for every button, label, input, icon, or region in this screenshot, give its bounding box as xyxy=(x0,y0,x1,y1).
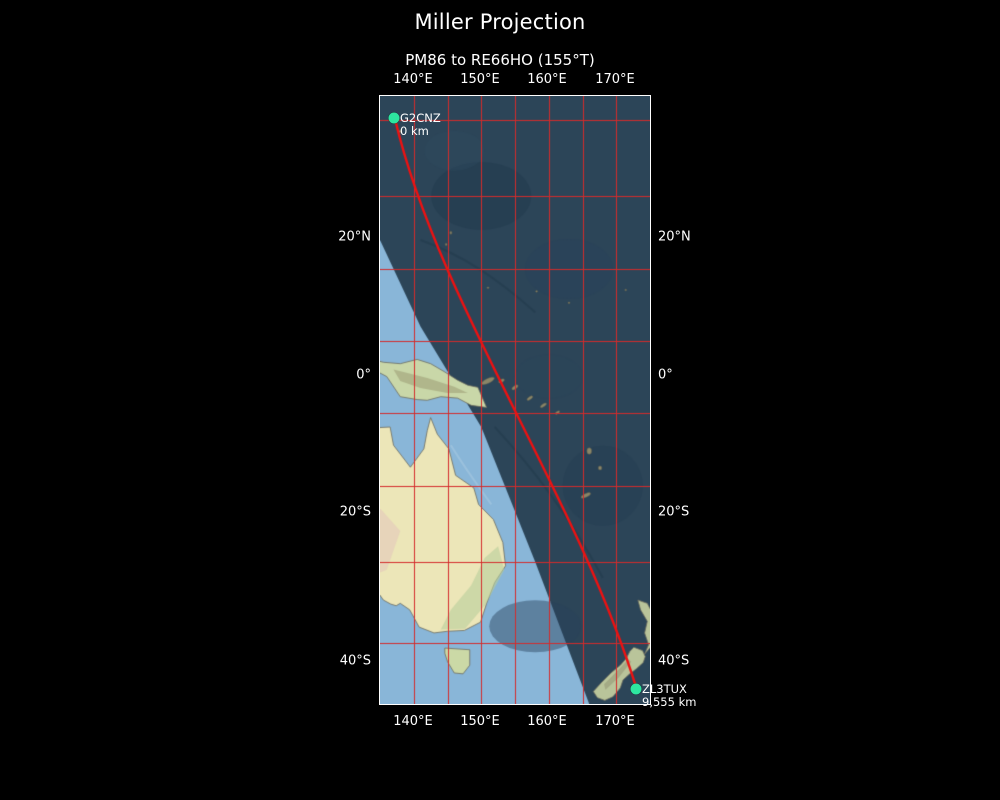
axis-tick-bottom-3: 170°E xyxy=(595,714,635,729)
axis-tick-right-3: 40°S xyxy=(658,653,690,669)
end-label: ZL3TUX 9,555 km xyxy=(642,683,696,709)
axis-tick-left-0: 20°N xyxy=(338,229,371,245)
axis-tick-bottom-2: 160°E xyxy=(527,714,567,729)
start-label: G2CNZ 0 km xyxy=(400,112,441,138)
axis-tick-top-1: 150°E xyxy=(460,72,500,87)
axis-tick-top-0: 140°E xyxy=(393,72,433,87)
map-canvas[interactable] xyxy=(380,96,650,704)
end-marker[interactable] xyxy=(630,683,642,695)
axis-tick-right-2: 20°S xyxy=(658,504,690,520)
axis-tick-top-2: 160°E xyxy=(527,72,567,87)
map-frame[interactable] xyxy=(379,95,651,705)
axis-tick-right-1: 0° xyxy=(658,367,673,383)
axis-tick-bottom-1: 150°E xyxy=(460,714,500,729)
page-title: Miller Projection xyxy=(414,10,586,34)
end-label-callsign: ZL3TUX xyxy=(642,682,687,696)
axis-tick-right-0: 20°N xyxy=(658,229,691,245)
axis-tick-left-3: 40°S xyxy=(339,653,371,669)
start-label-distance: 0 km xyxy=(400,124,429,138)
axis-tick-left-1: 0° xyxy=(356,367,371,383)
start-label-callsign: G2CNZ xyxy=(400,111,441,125)
axis-tick-left-2: 20°S xyxy=(339,504,371,520)
page-subtitle: PM86 to RE66HO (155°T) xyxy=(405,51,595,69)
axis-tick-bottom-0: 140°E xyxy=(393,714,433,729)
start-marker[interactable] xyxy=(388,112,400,124)
end-label-distance: 9,555 km xyxy=(642,695,697,709)
axis-tick-top-3: 170°E xyxy=(595,72,635,87)
